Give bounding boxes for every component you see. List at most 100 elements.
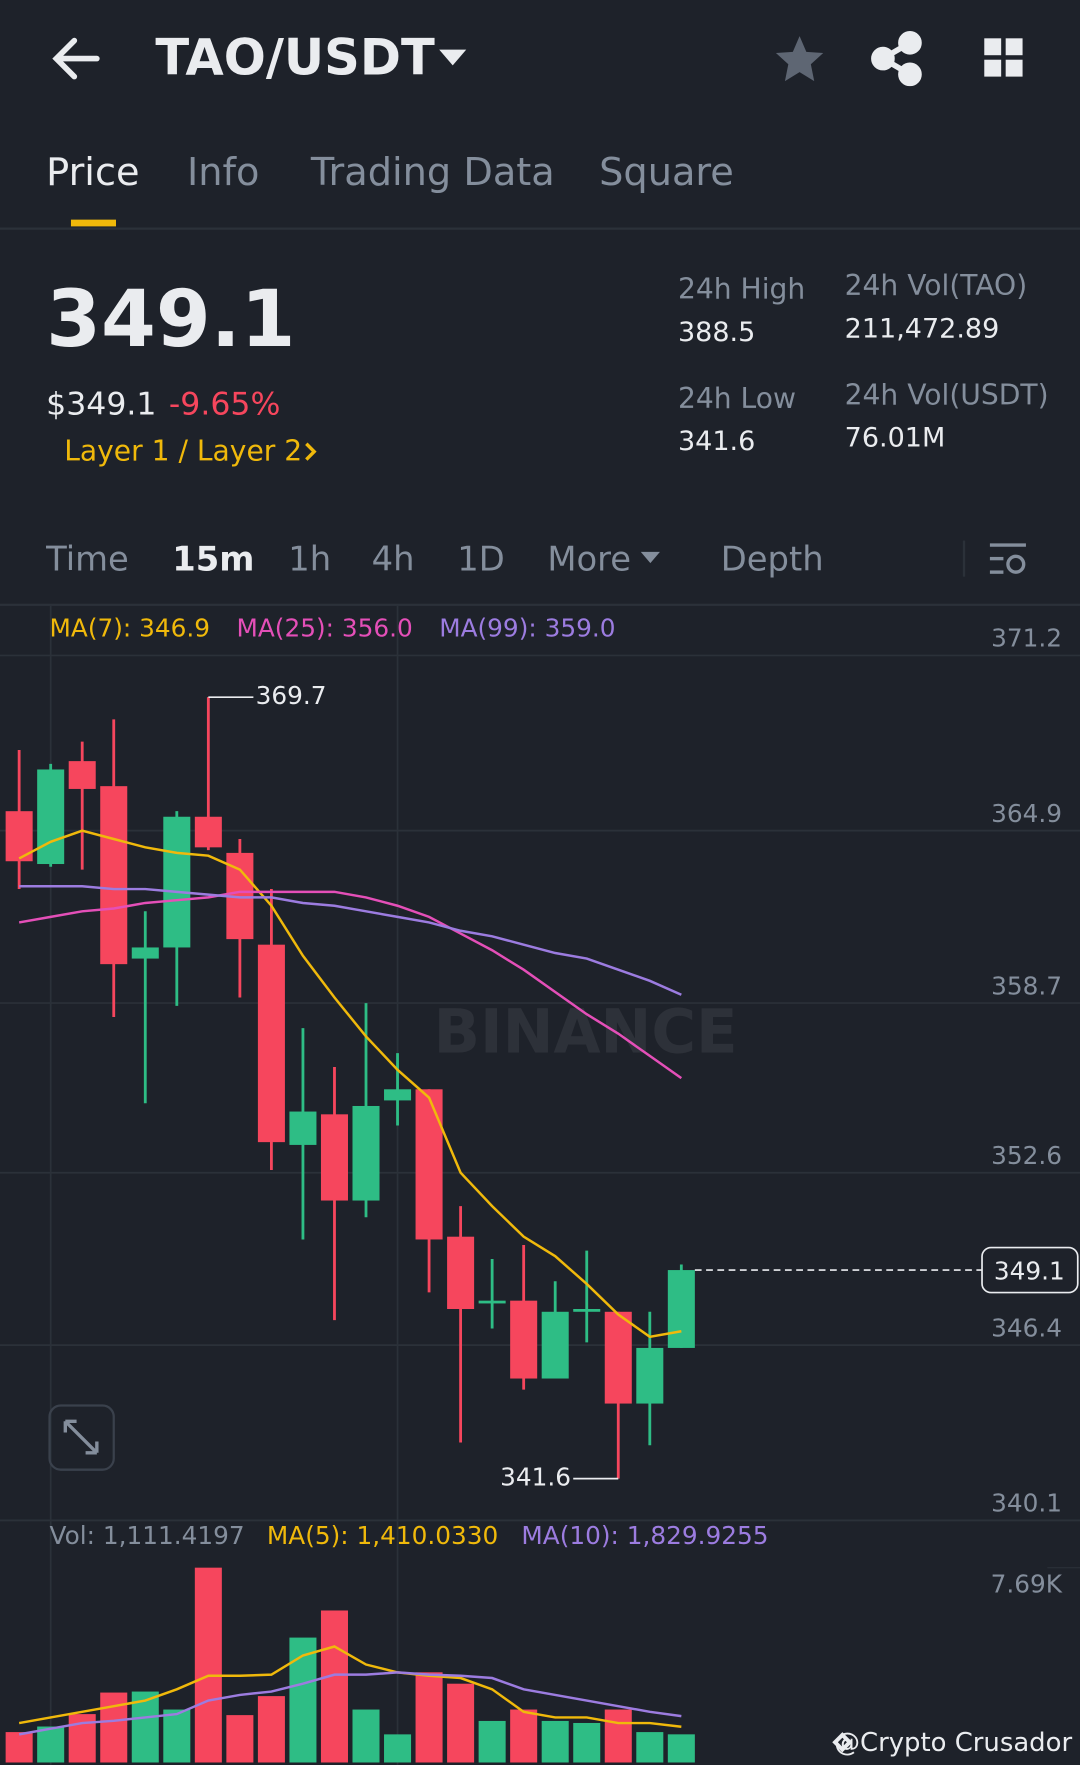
y-tick-label: 358.7 [991,971,1062,1000]
last-price: 349.1 [46,273,295,365]
candle-body [604,1311,632,1404]
more-caret[interactable] [640,551,660,564]
volume-bar [320,1610,348,1763]
candle-body [636,1347,664,1404]
stat-value: 76.01M [845,423,946,454]
volume-bar [510,1709,538,1763]
volume-bar [5,1732,33,1763]
y-tick-label: 352.6 [991,1141,1062,1170]
stat-label: 24h Vol(USDT) [845,378,1049,411]
candle-body [541,1311,569,1379]
separator [962,540,966,577]
volume-bar [384,1734,412,1763]
candle-body [573,1309,601,1312]
tags-link[interactable]: Layer 1 / Layer 2 [64,435,302,468]
tab[interactable]: Trading Data [310,150,555,195]
expand-icon[interactable] [63,1419,99,1455]
volume-bar [289,1637,317,1763]
pair-title[interactable]: TAO/USDT [155,28,435,86]
share-icon[interactable] [871,31,922,87]
volume-bar [100,1692,128,1763]
y-tick-label: 364.9 [991,799,1062,828]
interval[interactable]: 4h [372,539,415,578]
interval[interactable]: Time [45,539,129,578]
layout-icon[interactable] [984,38,1023,77]
volume-bar [352,1709,380,1763]
footer-credit: @Crypto Crusador [834,1728,1072,1758]
watermark: BINANCE [434,998,738,1068]
volume-label: Vol: 1,111.4197 [50,1521,245,1550]
interval[interactable]: More [547,539,631,578]
pair-dropdown[interactable] [439,49,467,66]
candle-body [320,1114,348,1201]
volume-bar [194,1567,222,1763]
ma-label: MA(7): 346.9 [50,614,211,643]
favorite-icon[interactable] [775,36,824,82]
annotation-label: 341.6 [500,1463,571,1492]
expand-button[interactable] [48,1404,115,1471]
tab[interactable]: Price [46,150,139,195]
ma-label: MA(99): 359.0 [439,614,615,643]
stat-value: 388.5 [678,317,755,348]
candle-body [667,1270,695,1348]
stat-value: 211,472.89 [845,313,1000,344]
tab-indicator [70,219,116,227]
volume-bar [604,1709,632,1763]
ma-line [18,829,682,1339]
annotation-label: 369.7 [256,681,327,710]
price-change: -9.65% [169,386,281,422]
stat-label: 24h Low [678,382,796,415]
candle-body [447,1236,475,1310]
stat-label: 24h High [678,273,805,306]
volume-bar [541,1720,569,1763]
volume-bar [37,1726,65,1763]
candle-body [68,761,96,789]
candle-body [352,1105,380,1201]
ma-line [18,890,683,1080]
back-button[interactable] [52,37,100,80]
kline-chart: 371.2 364.9 358.7 352.6 346.4 340.1 BINANCE MA(… [0,605,1080,1765]
divider [0,603,1080,606]
chart-settings-icon[interactable] [989,543,1026,574]
candle-body [384,1089,412,1101]
candle-body [415,1089,443,1240]
current-price-label: 349.1 [994,1256,1065,1285]
interval[interactable]: 1h [288,539,331,578]
interval[interactable]: 1D [457,539,504,578]
volume-label: MA(10): 1,829.9255 [521,1521,768,1550]
stat-value: 341.6 [678,426,755,457]
volume-bar [478,1720,506,1763]
ma-label: MA(25): 356.0 [236,614,412,643]
candle-body [478,1300,506,1304]
candle-body [194,816,222,848]
volume-bar [163,1709,191,1763]
volume-label: MA(5): 1,410.0330 [267,1521,498,1550]
candle-body [257,944,285,1143]
y-tick-label: 340.1 [991,1489,1062,1518]
stat-label: 24h Vol(TAO) [845,269,1028,302]
y-tick-label: 371.2 [991,624,1062,653]
tab[interactable]: Info [187,150,259,195]
usd-price: $349.1 [46,386,156,422]
volume-tick-label: 7.69K [991,1570,1063,1599]
interval[interactable]: Depth [721,539,824,578]
y-tick-label: 346.4 [991,1313,1062,1342]
tab[interactable]: Square [599,150,734,195]
volume-bar [636,1732,664,1763]
volume-bar [226,1715,254,1763]
divider [0,227,1080,230]
volume-ma-line [18,1645,682,1728]
candle-body [37,769,65,865]
volume-ma-line [18,1671,682,1736]
candle-body [289,1111,317,1145]
volume-bar [573,1722,601,1763]
candle-body [100,786,128,965]
interval[interactable]: 15m [172,539,254,578]
candle-body [163,816,191,948]
ma-line [19,885,682,996]
tags-chevron[interactable] [305,442,317,461]
volume-bar [257,1696,285,1763]
